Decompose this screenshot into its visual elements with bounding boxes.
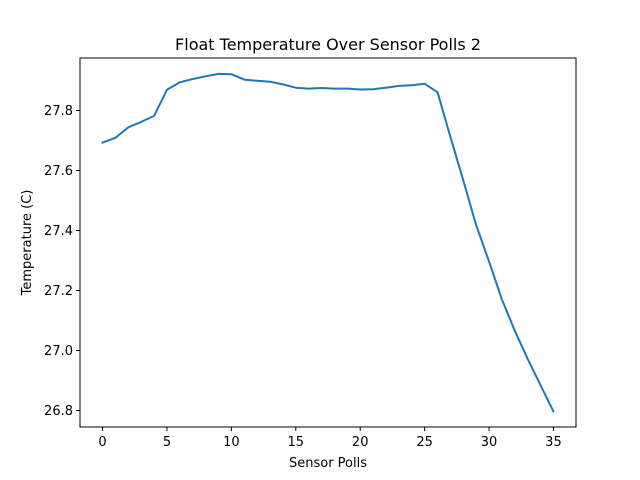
y-axis-ticks: 26.8 27.0 27.2 27.4 27.6 27.8 xyxy=(44,104,80,419)
x-tick-label: 0 xyxy=(98,435,106,450)
x-tick-label: 25 xyxy=(416,435,433,450)
series-line xyxy=(101,72,555,413)
y-tick-label: 27.4 xyxy=(44,224,73,239)
x-tick-label: 20 xyxy=(352,435,369,450)
y-tick-label: 27.2 xyxy=(44,284,73,299)
x-tick-label: 30 xyxy=(481,435,498,450)
y-tick-label: 27.0 xyxy=(44,344,73,359)
series-layer xyxy=(101,72,555,413)
y-tick-label: 27.8 xyxy=(44,104,73,119)
x-axis-label: Sensor Polls xyxy=(289,456,367,471)
x-tick-label: 15 xyxy=(288,435,305,450)
y-tick-label: 26.8 xyxy=(44,404,73,419)
x-tick-label: 10 xyxy=(223,435,240,450)
x-tick-label: 5 xyxy=(163,435,171,450)
y-tick-label: 27.6 xyxy=(44,164,73,179)
x-axis-ticks: 0 5 10 15 20 25 30 35 xyxy=(98,427,562,450)
y-axis-label: Temperature (C) xyxy=(20,190,35,297)
chart-title: Float Temperature Over Sensor Polls 2 xyxy=(175,35,481,54)
x-tick-label: 35 xyxy=(545,435,562,450)
plot-frame xyxy=(79,57,577,428)
